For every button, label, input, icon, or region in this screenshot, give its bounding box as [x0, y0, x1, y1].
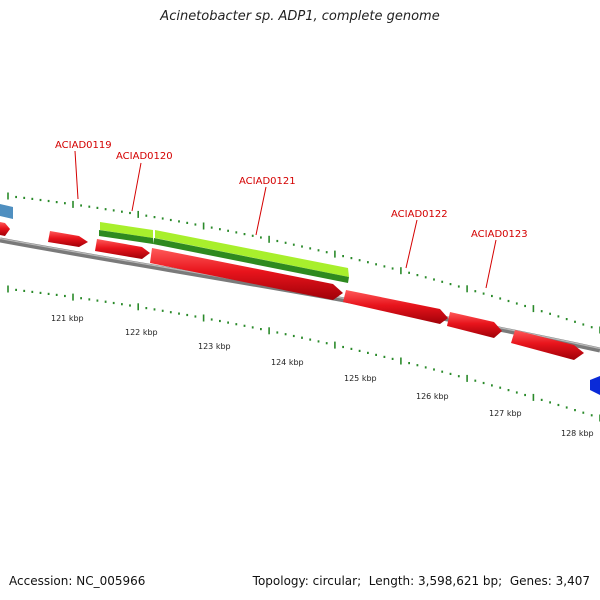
cds-aciad0120[interactable]: [99, 222, 153, 244]
gene-label-aciad0121: ACIAD0121: [239, 176, 296, 236]
gene-fragment-left[interactable]: [0, 222, 10, 236]
kbp-label: 123 kbp: [198, 342, 231, 351]
gene-aciad0120[interactable]: [95, 239, 150, 259]
gene-aciad0121[interactable]: [150, 248, 343, 300]
kbp-label: 126 kbp: [416, 392, 449, 401]
map-title: Acinetobacter sp. ADP1, complete genome: [160, 9, 440, 24]
genome-backbone: [0, 237, 600, 353]
kbp-label: 121 kbp: [51, 314, 84, 323]
gene-aciad0122[interactable]: [343, 290, 448, 324]
genes-value: 3,407: [555, 574, 590, 588]
gene-label-text: ACIAD0119: [55, 140, 112, 151]
accession-info: Accession: NC_005966: [9, 574, 145, 588]
kbp-scale: 121 kbp 122 kbp 123 kbp 124 kbp 125 kbp …: [51, 314, 594, 438]
gene-label-text: ACIAD0122: [391, 209, 448, 220]
topology-value: circular: [312, 574, 358, 588]
outer-tick-track: [7, 192, 600, 334]
cds-aciad0121[interactable]: [153, 230, 349, 283]
gene-blue-left[interactable]: [0, 204, 13, 219]
gene-label-aciad0120: ACIAD0120: [116, 151, 173, 212]
gene-blue-right[interactable]: [590, 376, 600, 395]
gene-label-text: ACIAD0123: [471, 229, 528, 240]
gene-aciad0123[interactable]: [447, 312, 502, 338]
accession-label: Accession:: [9, 574, 73, 588]
kbp-label: 124 kbp: [271, 358, 304, 367]
accession-value: NC_005966: [76, 574, 146, 588]
kbp-label: 127 kbp: [489, 409, 522, 418]
gene-label-aciad0119: ACIAD0119: [55, 140, 112, 200]
kbp-label: 125 kbp: [344, 374, 377, 383]
topology-label: Topology:: [252, 574, 309, 588]
gene-aciad0124[interactable]: [511, 330, 584, 360]
genes-label: Genes:: [509, 574, 552, 588]
gene-label-aciad0122: ACIAD0122: [391, 209, 448, 269]
length-value: 3,598,621 bp: [418, 574, 499, 588]
kbp-label: 122 kbp: [125, 328, 158, 337]
gene-label-text: ACIAD0121: [239, 176, 296, 187]
gene-label-aciad0123: ACIAD0123: [471, 229, 528, 289]
genome-summary: Topology: circular; Length: 3,598,621 bp…: [252, 574, 590, 588]
kbp-label: 128 kbp: [561, 429, 594, 438]
gene-label-text: ACIAD0120: [116, 151, 173, 162]
inner-tick-track: [7, 285, 600, 422]
length-label: Length:: [368, 574, 415, 588]
gene-aciad0119[interactable]: [48, 231, 88, 247]
